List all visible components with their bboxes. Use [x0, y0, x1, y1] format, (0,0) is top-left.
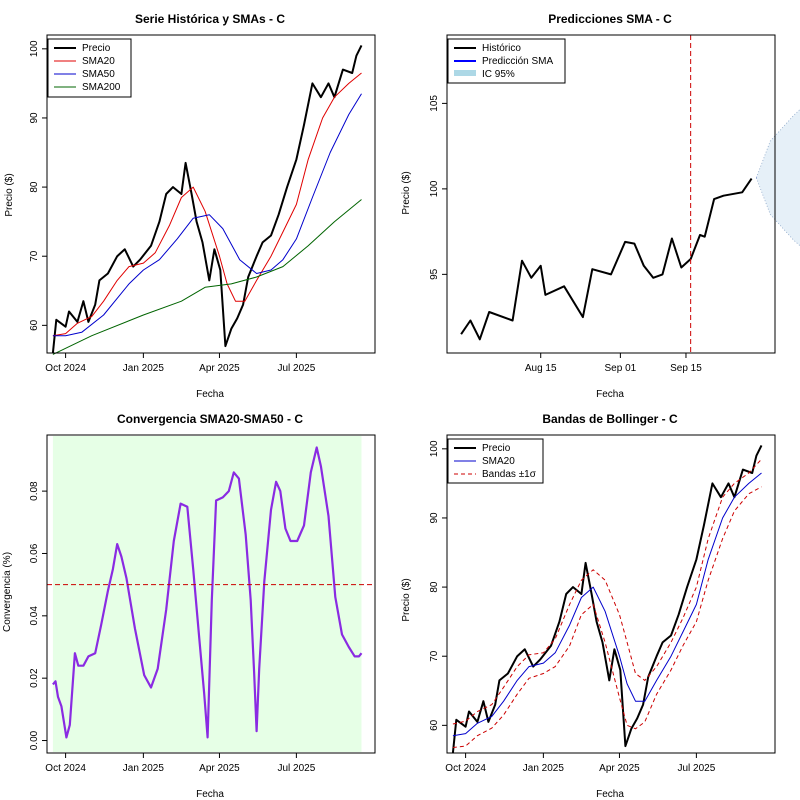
legend-label: Histórico: [482, 43, 521, 54]
x-tick-label: Jan 2025: [123, 363, 165, 374]
x-tick-label: Jul 2025: [277, 363, 315, 374]
y-axis-label: Precio ($): [401, 171, 412, 214]
legend-label: SMA200: [82, 82, 121, 93]
x-axis-label: Fecha: [596, 389, 624, 400]
y-tick-label: 0.02: [29, 668, 40, 688]
x-axis-label: Fecha: [196, 789, 224, 800]
x-tick-label: Jul 2025: [677, 763, 715, 774]
y-tick-label: 95: [429, 268, 440, 280]
convergence-line: [52, 446, 363, 739]
precio-line: [51, 44, 363, 354]
legend-label: SMA20: [82, 56, 115, 67]
x-axis-label: Fecha: [196, 389, 224, 400]
confidence-band: [756, 109, 800, 246]
plot-area: Aug 15 Sep 01 Sep 15 95 100 105: [429, 34, 800, 374]
sma200-line: [52, 199, 362, 355]
x-tick-label: Apr 2025: [599, 763, 640, 774]
y-tick-label: 100: [429, 440, 440, 457]
sma20-line: [452, 472, 762, 737]
x-tick-label: Sep 15: [670, 363, 702, 374]
legend-label: SMA20: [482, 456, 515, 467]
chart-title: Serie Histórica y SMAs - C: [135, 12, 285, 26]
hist-rico-line: [460, 178, 753, 341]
sma50-line: [52, 93, 362, 337]
x-tick-label: Jul 2025: [277, 763, 315, 774]
x-tick-label: Jan 2025: [123, 763, 165, 774]
y-axis-label: Precio ($): [4, 173, 15, 216]
x-tick-label: Aug 15: [525, 363, 557, 374]
plot-area: Oct 2024 Jan 2025 Apr 2025 Jul 2025 60 70 80 90…: [29, 34, 376, 374]
y-tick-label: 80: [29, 181, 40, 193]
plot-frame: [46, 34, 376, 354]
legend-label: SMA50: [82, 69, 115, 80]
panel-sma-prediction: Predicciones SMA - C Fecha Precio ($) Au…: [401, 12, 800, 400]
confidence-band-upper: [755, 108, 800, 178]
confidence-band-lower: [755, 177, 800, 247]
legend: Precio SMA20 SMA50 SMA200: [47, 38, 132, 98]
legend-label: Predicción SMA: [482, 56, 553, 67]
sma20-line: [52, 72, 362, 337]
y-tick-label: 105: [429, 95, 440, 112]
chart-title: Convergencia SMA20-SMA50 - C: [117, 412, 303, 426]
legend-label: Bandas ±1σ: [482, 469, 537, 480]
y-tick-label: 0.06: [29, 543, 40, 563]
legend: Histórico Predicción SMA IC 95%: [447, 38, 566, 84]
legend-label: Precio: [482, 443, 511, 454]
legend-label: IC 95%: [482, 69, 515, 80]
plot-area: Oct 2024 Jan 2025 Apr 2025 Jul 2025 60 70 80 90…: [429, 434, 776, 774]
y-axis-label: Precio ($): [401, 578, 412, 621]
y-tick-label: 60: [29, 319, 40, 331]
y-tick-label: 100: [429, 180, 440, 197]
y-tick-label: 90: [29, 112, 40, 124]
x-tick-label: Sep 01: [605, 363, 637, 374]
y-tick-label: 100: [29, 40, 40, 57]
y-tick-label: 80: [429, 581, 440, 593]
x-tick-label: Oct 2024: [445, 763, 486, 774]
chart-title: Predicciones SMA - C: [548, 12, 672, 26]
x-tick-label: Apr 2025: [199, 763, 240, 774]
precio-line: [451, 444, 763, 754]
legend-label: Precio: [82, 43, 111, 54]
panel-sma-history: Serie Histórica y SMAs - C Fecha Precio …: [4, 12, 376, 400]
chart-title: Bandas de Bollinger - C: [542, 412, 678, 426]
x-axis-label: Fecha: [596, 789, 624, 800]
y-tick-label: 90: [429, 512, 440, 524]
y-tick-label: 0.08: [29, 481, 40, 501]
y-axis-label: Convergencia (%): [2, 552, 13, 632]
bollinger-lower-line: [452, 486, 762, 748]
plot-frame: [446, 434, 776, 754]
y-tick-label: 70: [29, 250, 40, 262]
x-tick-label: Oct 2024: [45, 363, 86, 374]
bollinger-upper-line: [452, 458, 762, 725]
shaded-region: [52, 436, 362, 752]
x-tick-label: Apr 2025: [199, 363, 240, 374]
plot-frame: [446, 34, 776, 354]
plot-frame: [46, 434, 376, 754]
legend: Precio SMA20 Bandas ±1σ: [447, 438, 544, 484]
x-tick-label: Jan 2025: [523, 763, 565, 774]
plot-area: Oct 2024 Jan 2025 Apr 2025 Jul 2025 0.00 0.02…: [29, 434, 376, 774]
y-tick-label: 60: [429, 719, 440, 731]
x-tick-label: Oct 2024: [45, 763, 86, 774]
y-tick-label: 0.04: [29, 606, 40, 626]
y-tick-label: 0.00: [29, 730, 40, 750]
panel-bollinger: Bandas de Bollinger - C Fecha Precio ($)…: [401, 412, 776, 800]
panel-convergence: Convergencia SMA20-SMA50 - C Fecha Conve…: [2, 412, 376, 800]
y-tick-label: 70: [429, 650, 440, 662]
